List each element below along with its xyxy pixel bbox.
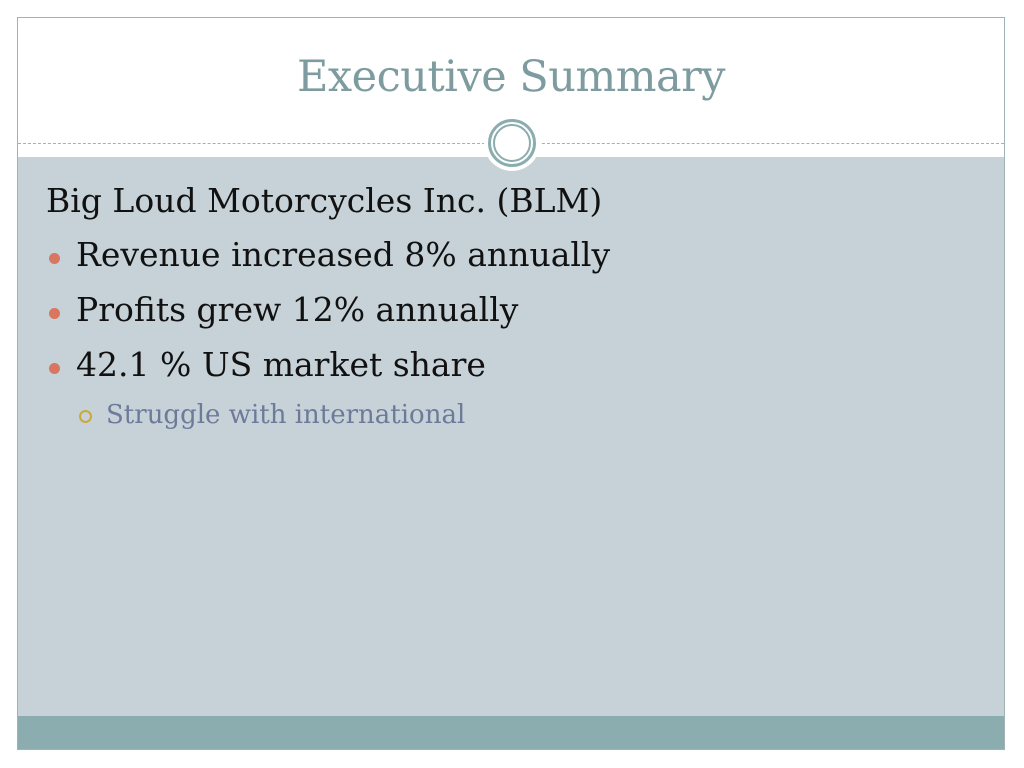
slide-title: Executive Summary: [297, 52, 726, 102]
bullet-text: Profits grew 12% annually: [76, 290, 519, 329]
sub-bullet-text: Struggle with international: [106, 400, 466, 430]
slide: Executive Summary Big Loud Motorcycles I…: [17, 17, 1005, 750]
ornament-circle-icon: [484, 115, 540, 171]
slide-body: Big Loud Motorcycles Inc. (BLM) Revenue …: [18, 157, 1004, 717]
bullet-text: Revenue increased 8% annually: [76, 235, 611, 274]
bullet-icon: [49, 363, 60, 374]
ornament-inner-ring: [493, 124, 531, 162]
sub-bullet-icon: [79, 410, 92, 423]
lead-text: Big Loud Motorcycles Inc. (BLM): [46, 181, 603, 220]
bullet-icon: [49, 308, 60, 319]
footer-bar: [18, 716, 1004, 749]
bullet-text: 42.1 % US market share: [76, 345, 486, 384]
bullet-icon: [49, 253, 60, 264]
content-area: Big Loud Motorcycles Inc. (BLM) Revenue …: [18, 157, 1004, 717]
